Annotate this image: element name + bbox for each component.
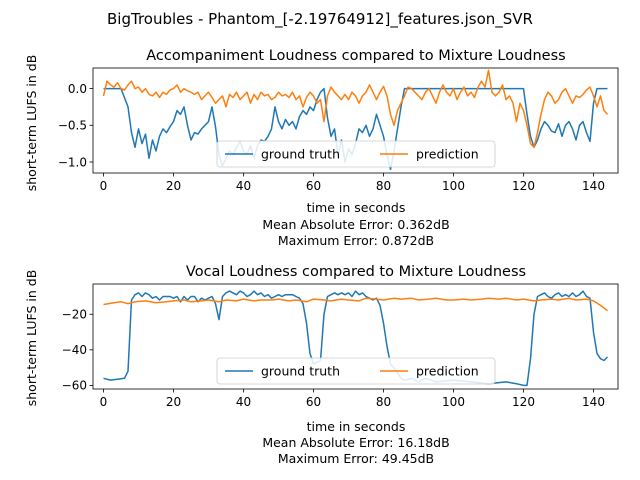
y-tick-label: −60 [62, 379, 87, 393]
x-tick-label: 40 [236, 179, 251, 193]
legend-label: ground truth [261, 147, 340, 162]
maximum-error: Maximum Error: 0.872dB [278, 233, 434, 248]
y-tick-label: −1.0 [58, 155, 87, 169]
y-axis-label: short-term LUFS in dB [24, 55, 39, 192]
x-tick-label: 20 [166, 395, 181, 409]
x-tick-label: 0 [100, 179, 108, 193]
series-line-ground-truth [103, 87, 608, 171]
x-axis-label: time in seconds [307, 200, 406, 215]
plot-area: 0 20 40 60 80 100 120 140 0.0 −0.5 −1.0 ground trut… [58, 67, 619, 193]
accompaniment-chart: Accompaniment Loudness compared to Mixtu… [24, 48, 619, 248]
axes-frame [92, 283, 619, 390]
x-axis-label: time in seconds [307, 419, 406, 434]
chart-title: Accompaniment Loudness compared to Mixtu… [146, 48, 565, 64]
legend-label: prediction [416, 147, 479, 162]
y-tick-label: −20 [62, 308, 87, 322]
x-tick-label: 20 [166, 179, 181, 193]
x-tick-label: 0 [100, 395, 108, 409]
x-tick-label: 100 [442, 395, 465, 409]
x-tick-label: 40 [236, 395, 251, 409]
x-tick-label: 60 [306, 179, 321, 193]
series-line-prediction [103, 297, 608, 312]
series-line-prediction [102, 69, 609, 149]
y-tick-label: −40 [62, 343, 87, 357]
x-tick-label: 140 [582, 179, 605, 193]
y-tick-label: −0.5 [58, 119, 87, 133]
x-tick-label: 100 [442, 179, 465, 193]
axes-frame [92, 67, 619, 174]
y-tick-label: 0.0 [68, 82, 87, 96]
plot-area: 0 20 40 60 80 100 120 140 −20 −40 −60 ground truth p… [62, 283, 619, 409]
x-tick-label: 140 [582, 395, 605, 409]
figure-title: BigTroubles - Phantom_[-2.19764912]_feat… [107, 10, 533, 29]
legend: ground truth prediction [216, 140, 496, 168]
legend-box [216, 357, 496, 385]
maximum-error: Maximum Error: 49.45dB [278, 451, 434, 466]
series-group [102, 69, 609, 171]
x-tick-label: 60 [306, 395, 321, 409]
y-axis-label: short-term LUFS in dB [24, 270, 39, 407]
legend-box [216, 140, 496, 168]
vocal-chart: Vocal Loudness compared to Mixture Loudn… [24, 264, 619, 466]
legend-label: ground truth [261, 364, 340, 379]
legend: ground truth prediction [216, 357, 496, 385]
x-tick-label: 120 [512, 179, 535, 193]
x-tick-label: 80 [376, 395, 391, 409]
mean-absolute-error: Mean Absolute Error: 16.18dB [262, 435, 449, 450]
mean-absolute-error: Mean Absolute Error: 0.362dB [262, 217, 449, 232]
legend-label: prediction [416, 364, 479, 379]
x-tick-label: 120 [512, 395, 535, 409]
x-tick-label: 80 [376, 179, 391, 193]
chart-title: Vocal Loudness compared to Mixture Loudn… [186, 264, 526, 280]
